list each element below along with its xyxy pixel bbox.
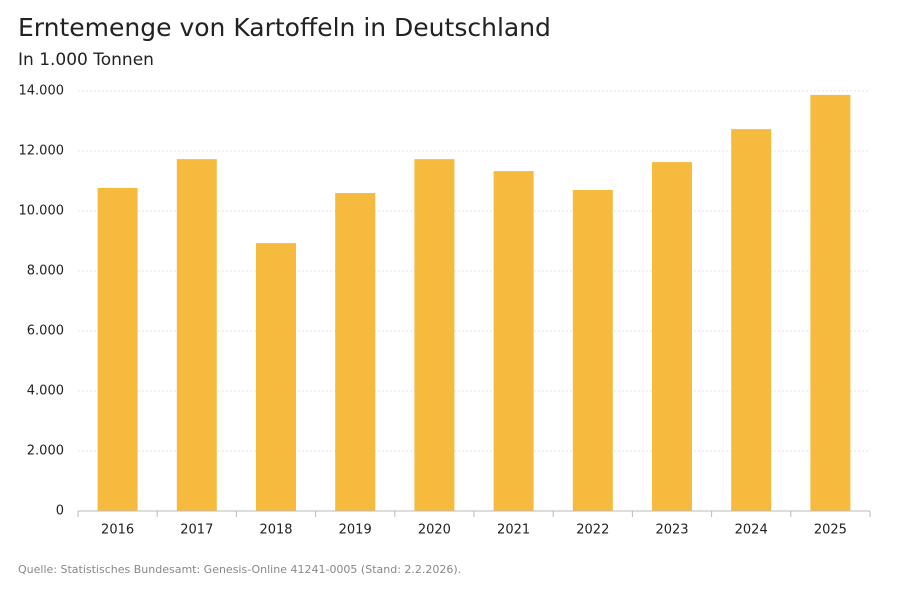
bar [810, 94, 851, 512]
y-tick-label: 2.000 [27, 444, 64, 459]
bar [414, 159, 455, 511]
chart-subtitle: In 1.000 Tonnen [18, 50, 154, 70]
source-note: Quelle: Statistisches Bundesamt: Genesis… [18, 563, 461, 576]
bar [731, 129, 772, 511]
y-tick-label: 6.000 [27, 324, 64, 339]
bar [176, 159, 217, 511]
bar [493, 171, 534, 511]
x-tick-label: 2021 [497, 523, 530, 538]
y-tick-label: 10.000 [19, 204, 65, 219]
chart-title: Erntemenge von Kartoffeln in Deutschland [18, 13, 551, 42]
bar [97, 187, 138, 511]
bar [572, 190, 613, 511]
bar [335, 193, 376, 511]
x-tick-label: 2020 [418, 523, 451, 538]
x-tick-label: 2022 [576, 523, 609, 538]
x-tick-label: 2017 [180, 523, 213, 538]
x-tick-label: 2016 [101, 523, 134, 538]
y-tick-label: 0 [56, 504, 64, 519]
x-tick-label: 2023 [655, 523, 688, 538]
x-tick-label: 2018 [259, 523, 292, 538]
x-tick-label: 2019 [339, 523, 372, 538]
x-tick-label: 2024 [735, 523, 768, 538]
y-tick-label: 8.000 [27, 264, 64, 279]
bar [256, 243, 296, 511]
y-tick-label: 14.000 [19, 84, 65, 99]
x-tick-label: 2025 [814, 523, 847, 538]
y-tick-label: 12.000 [19, 144, 65, 159]
bar [652, 162, 692, 511]
y-tick-label: 4.000 [27, 384, 64, 399]
